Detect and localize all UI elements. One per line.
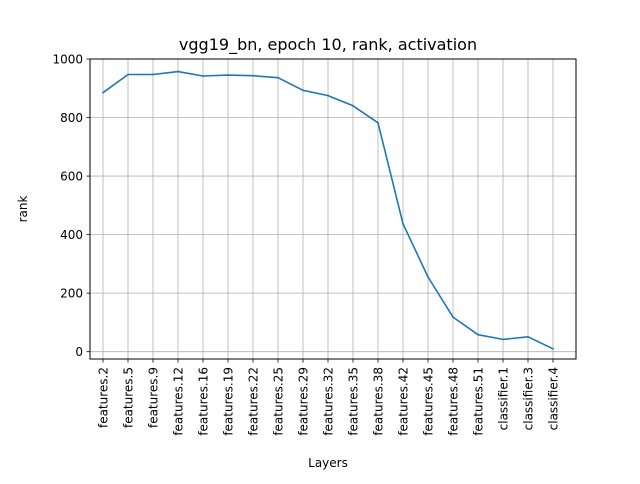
x-tick-label: features.45 [422, 367, 436, 436]
data-point [527, 335, 529, 338]
y-tick-label: 0 [75, 345, 83, 359]
data-point [402, 222, 404, 225]
data-point [202, 75, 204, 77]
series-layer [102, 70, 554, 350]
y-axis: 0 200 400 600 800 1000 [52, 53, 90, 359]
data-point [177, 70, 179, 73]
x-tick-label: features.29 [297, 367, 311, 436]
y-tick-label: 600 [60, 170, 83, 184]
data-point [227, 74, 229, 76]
x-tick-label: features.2 [97, 367, 111, 428]
data-point [127, 73, 129, 76]
data-point [152, 73, 154, 76]
x-axis: features.2 features.5 features.9 features.1… [97, 359, 561, 436]
x-tick-label: features.19 [222, 367, 236, 436]
data-point [102, 91, 104, 94]
y-tick-label: 800 [60, 111, 83, 125]
data-point [377, 121, 379, 124]
data-point [502, 338, 504, 341]
x-tick-label: features.12 [172, 367, 186, 436]
y-tick-label: 400 [60, 228, 83, 242]
x-tick-label: features.38 [372, 367, 386, 436]
x-tick-label: features.48 [447, 367, 461, 436]
plot-frame [89, 58, 577, 360]
y-tick-label: 200 [60, 287, 83, 301]
data-point [302, 89, 304, 92]
data-point [277, 76, 279, 79]
x-tick-label: features.22 [247, 367, 261, 436]
y-axis-label: rank [16, 196, 30, 223]
data-point [452, 316, 454, 319]
x-tick-label: features.35 [347, 367, 361, 436]
x-tick-label: features.9 [147, 367, 161, 428]
data-point [327, 94, 329, 97]
x-tick-label: features.51 [472, 367, 486, 436]
x-axis-label: Layers [308, 456, 348, 470]
y-tick-label: 1000 [52, 53, 83, 67]
data-point [352, 104, 354, 107]
grid-layer [90, 58, 576, 359]
x-tick-label: features.32 [322, 367, 336, 436]
x-tick-label: features.16 [197, 367, 211, 436]
data-point [552, 347, 554, 350]
data-point [477, 333, 479, 336]
x-tick-label: classifier.3 [522, 367, 536, 430]
data-point [427, 276, 429, 278]
x-tick-label: classifier.4 [547, 367, 561, 430]
x-tick-label: classifier.1 [497, 367, 511, 430]
x-tick-label: features.25 [272, 367, 286, 436]
chart-title: vgg19_bn, epoch 10, rank, activation [179, 35, 477, 55]
x-tick-label: features.42 [397, 367, 411, 436]
data-point [252, 74, 254, 77]
x-tick-label: features.5 [122, 367, 136, 428]
